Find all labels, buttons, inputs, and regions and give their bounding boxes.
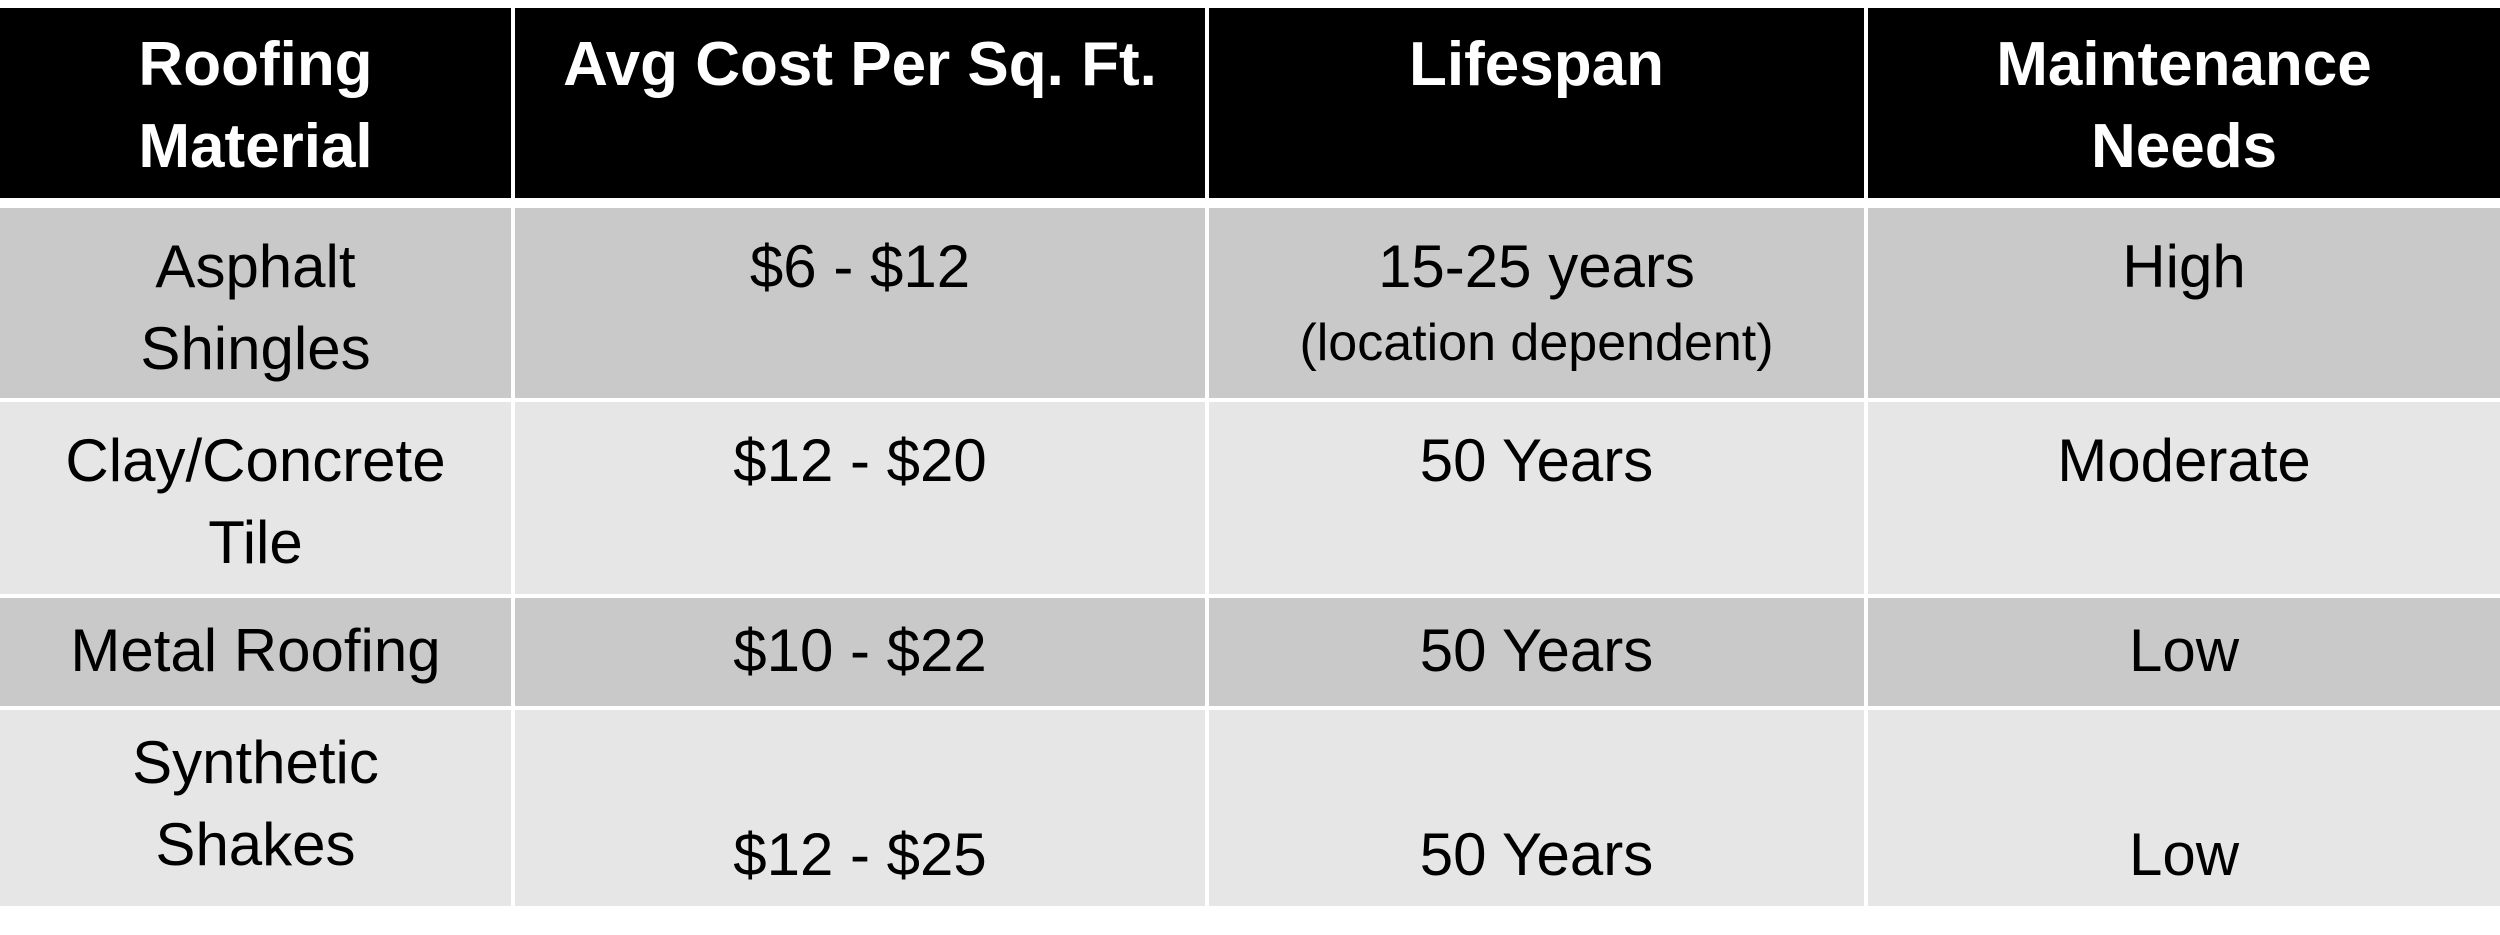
table-row: Metal Roofing $10 - $22 50 Years Low [0, 594, 2500, 708]
cell-maintenance: High [1866, 201, 2500, 400]
cell-text-line: Shingles [140, 315, 371, 382]
header-lifespan: Lifespan [1207, 8, 1868, 203]
cell-text-line: Clay/Concrete [65, 427, 446, 494]
cell-text-line: $12 - $25 [733, 821, 987, 888]
header-text-line: Maintenance [1996, 30, 2372, 99]
cell-maintenance: Low [1866, 706, 2500, 906]
cell-text-line: Moderate [2057, 427, 2311, 494]
cell-text-line: $12 - $20 [733, 427, 987, 494]
header-text-line: Avg Cost Per Sq. Ft. [563, 30, 1157, 99]
cell-cost: $6 - $12 [513, 201, 1209, 400]
cell-text-line: High [2122, 233, 2246, 300]
header-text-line: Lifespan [1409, 30, 1664, 99]
header-text-line: Material [138, 112, 373, 181]
cell-cost: $12 - $20 [513, 398, 1209, 596]
cell-text-line: Low [2128, 821, 2240, 888]
cell-maintenance: Low [1866, 594, 2500, 708]
cell-material: Synthetic Shakes [0, 706, 515, 906]
table-header-row: Roofing Material Avg Cost Per Sq. Ft. Li… [0, 8, 2500, 203]
cell-text-line: Shakes [155, 811, 356, 878]
cell-material: Asphalt Shingles [0, 201, 515, 400]
cell-text-line: 50 Years [1419, 427, 1654, 494]
cell-text-line: Metal Roofing [70, 617, 441, 684]
cell-text-line: $10 - $22 [733, 617, 987, 684]
cell-material: Clay/Concrete Tile [0, 398, 515, 596]
cell-lifespan: 15-25 years (location dependent) [1207, 201, 1868, 400]
header-text-line: Needs [2090, 112, 2278, 181]
header-text-line: Roofing [138, 30, 373, 99]
table-row: Clay/Concrete Tile $12 - $20 50 Years Mo… [0, 398, 2500, 596]
cell-text-line: $6 - $12 [749, 233, 971, 300]
cell-cost: $10 - $22 [513, 594, 1209, 708]
cell-lifespan: 50 Years [1207, 398, 1868, 596]
cell-material: Metal Roofing [0, 594, 515, 708]
header-avg-cost: Avg Cost Per Sq. Ft. [513, 8, 1209, 203]
table-row: Synthetic Shakes $12 - $25 50 Years Low [0, 706, 2500, 906]
cell-lifespan: 50 Years [1207, 594, 1868, 708]
header-roofing-material: Roofing Material [0, 8, 515, 203]
cell-text-line: 50 Years [1419, 821, 1654, 888]
cell-text-line: Low [2128, 617, 2240, 684]
header-maintenance-needs: Maintenance Needs [1866, 8, 2500, 203]
cell-text-line: Asphalt [155, 233, 356, 300]
cell-lifespan: 50 Years [1207, 706, 1868, 906]
cell-text-line: 15-25 years [1378, 233, 1695, 300]
lifespan-note: (location dependent) [1299, 314, 1774, 372]
roofing-comparison-table: Roofing Material Avg Cost Per Sq. Ft. Li… [0, 8, 2500, 906]
cell-text-line: 50 Years [1419, 617, 1654, 684]
cell-text-line: Tile [208, 509, 303, 576]
roofing-comparison-table-wrapper: Roofing Material Avg Cost Per Sq. Ft. Li… [0, 8, 2500, 906]
cell-cost: $12 - $25 [513, 706, 1209, 906]
cell-maintenance: Moderate [1866, 398, 2500, 596]
cell-text-line: Synthetic [132, 729, 379, 796]
table-row: Asphalt Shingles $6 - $12 15-25 years (l… [0, 201, 2500, 400]
